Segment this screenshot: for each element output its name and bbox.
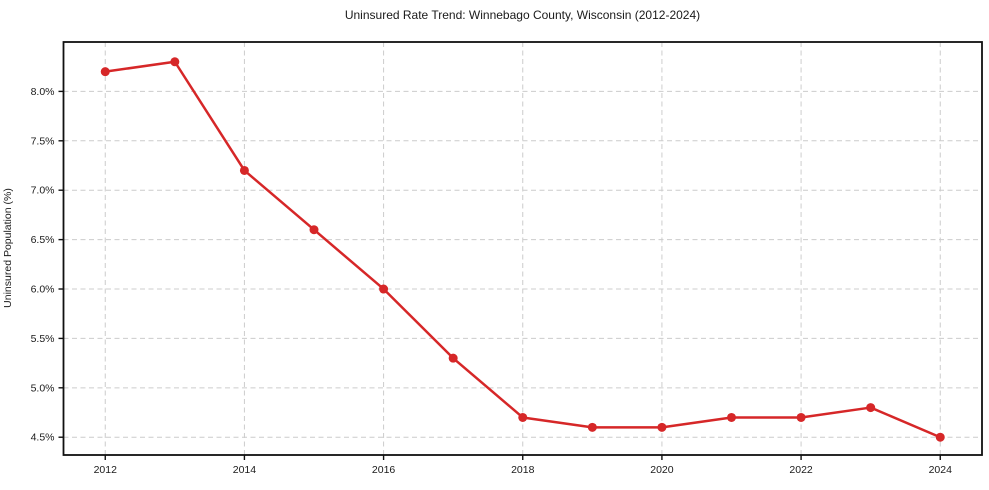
y-tick-label: 6.0% (31, 284, 55, 296)
data-point-marker (657, 422, 667, 432)
data-point-marker (379, 284, 389, 294)
y-tick-label: 4.5% (31, 432, 55, 444)
x-tick-label: 2014 (233, 464, 257, 476)
y-tick-label: 5.5% (31, 333, 55, 345)
data-point-marker (727, 412, 736, 422)
data-point-marker (100, 67, 110, 77)
y-tick-label: 7.5% (31, 135, 55, 147)
data-point-marker (587, 422, 597, 432)
data-point-marker (866, 403, 876, 413)
x-tick-label: 2022 (789, 464, 813, 476)
x-tick-label: 2018 (511, 464, 535, 476)
x-tick-label: 2016 (372, 464, 396, 476)
data-point-marker (170, 57, 180, 67)
x-tick-label: 2024 (929, 464, 953, 476)
y-tick-label: 6.5% (31, 234, 55, 246)
chart-title: Uninsured Rate Trend: Winnebago County, … (344, 8, 701, 22)
y-tick-label: 8.0% (31, 86, 55, 98)
y-tick-label: 7.0% (31, 185, 55, 197)
data-point-marker (935, 432, 945, 442)
data-point-marker (518, 412, 528, 422)
data-point-marker (239, 165, 249, 175)
data-point-marker (448, 353, 458, 363)
y-tick-label: 5.0% (31, 382, 55, 394)
data-point-marker (309, 225, 319, 235)
x-tick-label: 2012 (94, 464, 118, 476)
x-tick-label: 2020 (650, 464, 674, 476)
data-point-marker (796, 412, 806, 422)
